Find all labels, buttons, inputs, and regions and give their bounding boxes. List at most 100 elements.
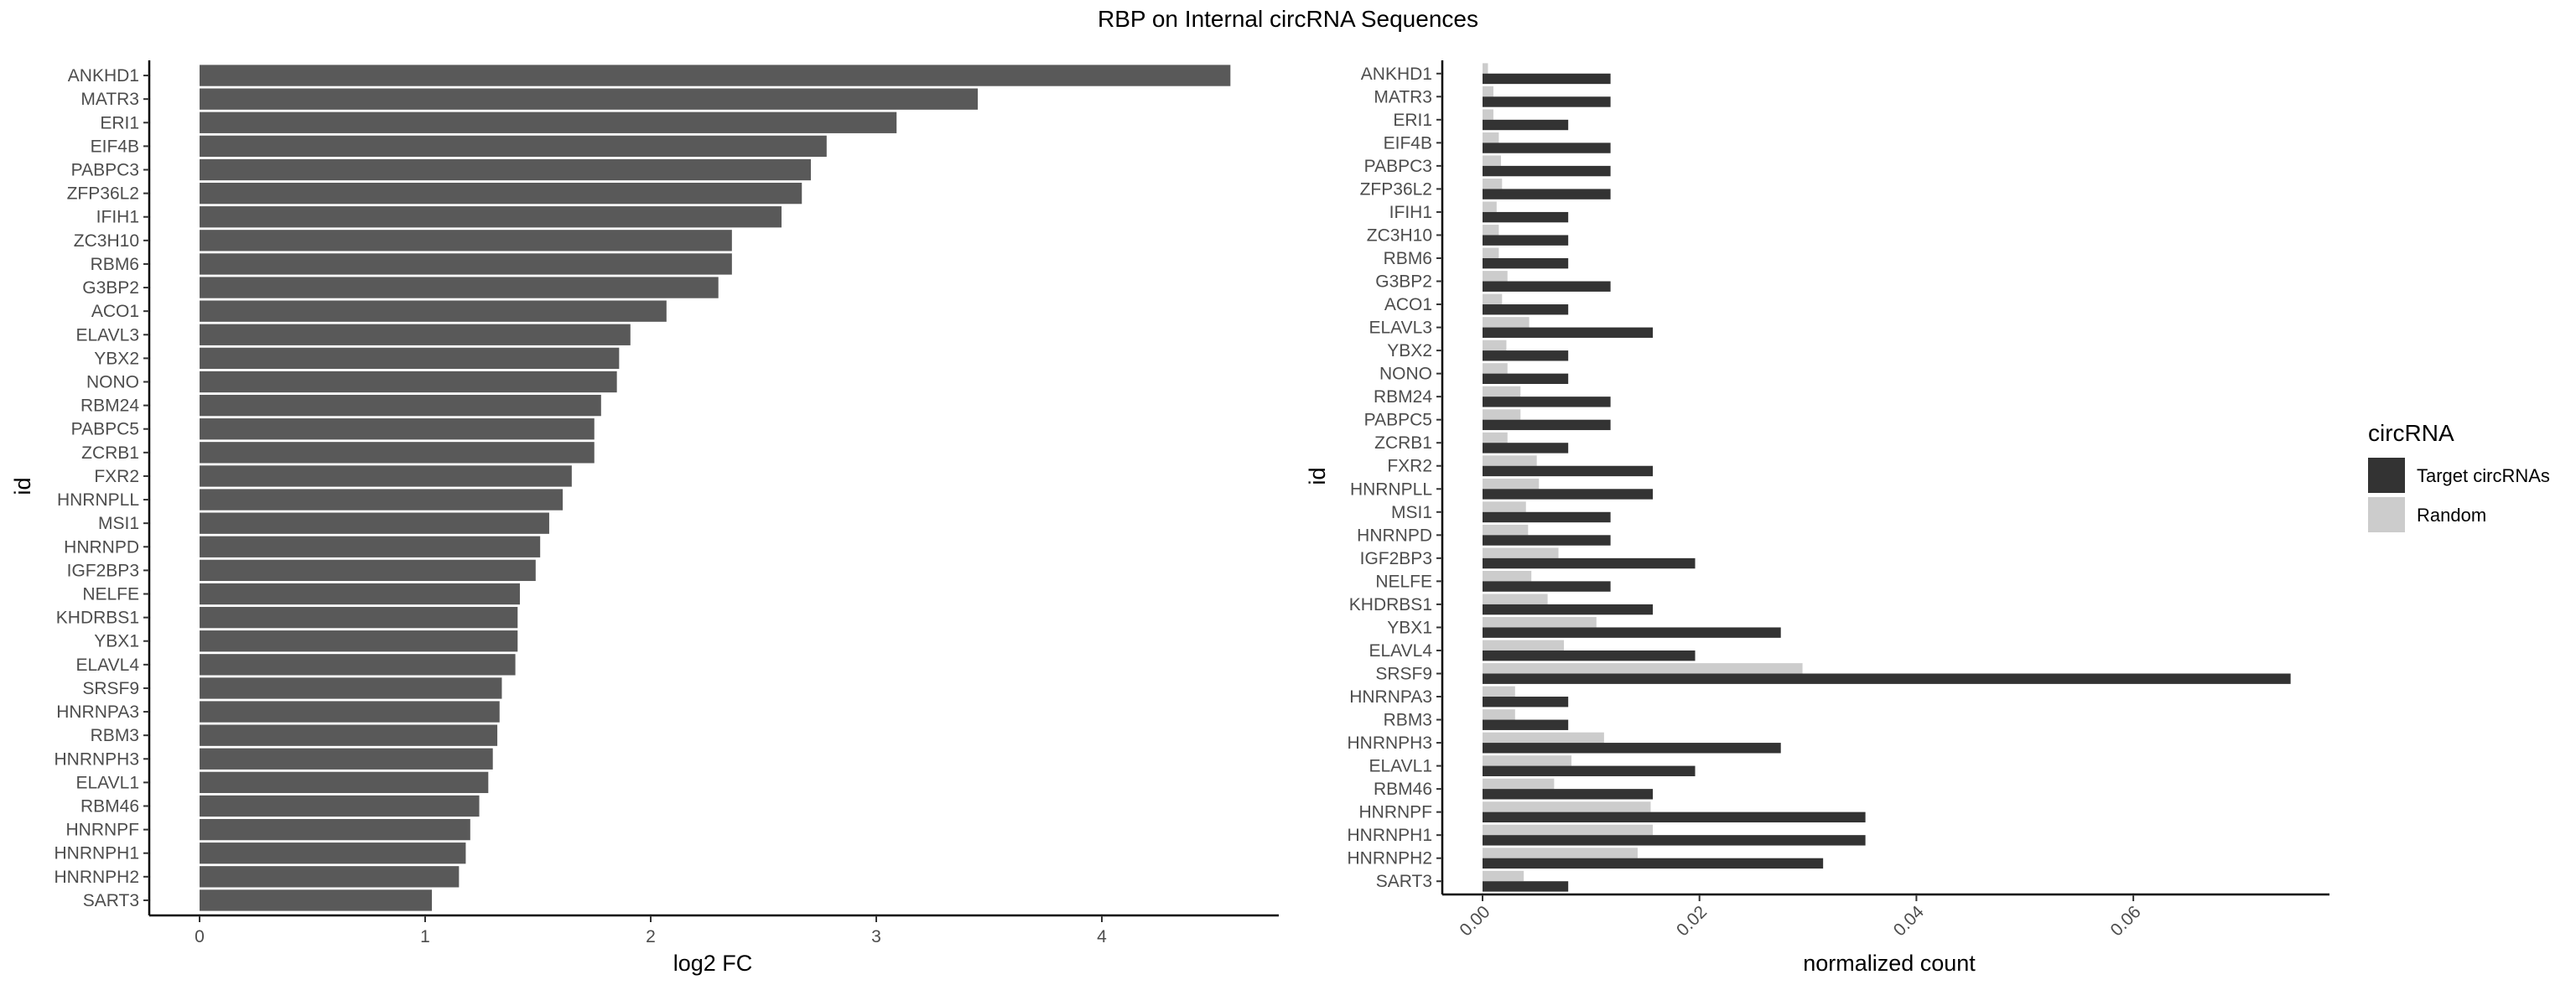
left-y-tick-label: HNRNPLL bbox=[57, 490, 139, 510]
bar-target-ybx1 bbox=[1483, 627, 1781, 638]
bar-target-rbm6 bbox=[1483, 257, 1569, 269]
bar-target-zfp36l2 bbox=[1483, 189, 1611, 200]
bar-random-msi1 bbox=[1483, 501, 1526, 512]
left-y-tick-label: RBM24 bbox=[80, 397, 139, 416]
bar-random-pabpc3 bbox=[1483, 155, 1501, 166]
legend-swatch-random bbox=[2368, 497, 2405, 532]
right-y-tick-label: ACO1 bbox=[1384, 295, 1432, 314]
normalized-count-bar-chart: normalized count id ANKHD1 MATR3 ERI1 EIF4B… bbox=[1305, 60, 2329, 976]
right-y-tick-label: MSI1 bbox=[1391, 503, 1432, 522]
right-y-tick-label: HNRNPF bbox=[1359, 803, 1433, 822]
bar-random-eri1 bbox=[1483, 109, 1493, 120]
bar-target-hnrnpd bbox=[1483, 535, 1611, 546]
bar-random-pabpc5 bbox=[1483, 409, 1521, 420]
left-y-tick-label: NONO bbox=[86, 373, 139, 392]
bar-pabpc3 bbox=[200, 158, 811, 181]
bar-matr3 bbox=[200, 88, 979, 110]
left-y-tick-label: HNRNPD bbox=[64, 537, 139, 557]
right-x-tick-label: 0.04 bbox=[1890, 902, 1928, 940]
right-y-tick-label: EIF4B bbox=[1384, 133, 1432, 153]
right-y-tick-label: NELFE bbox=[1375, 572, 1432, 591]
right-y-tick-label: HNRNPLL bbox=[1350, 480, 1432, 499]
left-y-tick-label: ZC3H10 bbox=[74, 231, 139, 251]
left-y-tick-label: ELAVL1 bbox=[76, 773, 140, 792]
bar-hnrnpll bbox=[200, 489, 564, 511]
right-y-tick-label: MATR3 bbox=[1374, 87, 1432, 106]
bar-hnrnpd bbox=[200, 536, 541, 557]
right-y-tick-label: PABPC3 bbox=[1364, 157, 1432, 176]
bar-target-zc3h10 bbox=[1483, 235, 1569, 246]
bar-target-hnrnph3 bbox=[1483, 743, 1781, 754]
bar-rbm24 bbox=[200, 394, 601, 417]
legend-title: circRNA bbox=[2368, 420, 2454, 446]
bar-random-ankhd1 bbox=[1483, 63, 1488, 74]
bar-target-ankhd1 bbox=[1483, 73, 1611, 85]
left-y-tick-label: MSI1 bbox=[98, 514, 139, 533]
right-y-tick-label: NONO bbox=[1379, 365, 1432, 384]
bar-ybx1 bbox=[200, 630, 518, 652]
bar-random-aco1 bbox=[1483, 293, 1503, 305]
bar-srsf9 bbox=[200, 677, 502, 699]
right-y-tick-label: HNRNPA3 bbox=[1349, 687, 1432, 707]
bar-random-ybx2 bbox=[1483, 340, 1507, 351]
right-y-tick-label: YBX2 bbox=[1387, 341, 1432, 360]
left-y-tick-label: EIF4B bbox=[91, 137, 139, 156]
bar-random-nono bbox=[1483, 363, 1508, 374]
right-y-tick-label: ANKHD1 bbox=[1361, 65, 1432, 84]
bar-random-zcrb1 bbox=[1483, 432, 1508, 443]
right-y-tick-label: ELAVL4 bbox=[1369, 641, 1433, 661]
bar-pabpc5 bbox=[200, 418, 595, 440]
left-y-tick-label: SRSF9 bbox=[82, 679, 139, 698]
bar-random-zc3h10 bbox=[1483, 225, 1499, 236]
bar-nelfe bbox=[200, 583, 520, 605]
bar-target-zcrb1 bbox=[1483, 443, 1569, 454]
right-y-tick-label: ZC3H10 bbox=[1367, 226, 1432, 245]
left-y-tick-label: HNRNPH1 bbox=[54, 844, 139, 863]
bar-target-nelfe bbox=[1483, 581, 1611, 592]
left-y-tick-label: YBX1 bbox=[94, 632, 139, 651]
bar-random-hnrnph1 bbox=[1483, 824, 1654, 836]
right-y-tick-label: HNRNPH2 bbox=[1347, 849, 1432, 868]
bar-random-hnrnpll bbox=[1483, 478, 1540, 490]
left-y-tick-label: ERI1 bbox=[100, 113, 139, 132]
bar-eri1 bbox=[200, 111, 897, 133]
bar-random-hnrnph2 bbox=[1483, 848, 1638, 858]
bar-random-elavl3 bbox=[1483, 317, 1530, 328]
bar-target-igf2bp3 bbox=[1483, 557, 1696, 569]
right-y-tick-label: ZFP36L2 bbox=[1360, 179, 1432, 199]
left-y-tick-label: HNRNPH3 bbox=[54, 749, 139, 769]
right-x-axis-title: normalized count bbox=[1803, 951, 1976, 976]
figure-title: RBP on Internal circRNA Sequences bbox=[1098, 6, 1478, 32]
bar-sart3 bbox=[200, 889, 433, 911]
bar-target-srsf9 bbox=[1483, 673, 2291, 684]
bar-msi1 bbox=[200, 512, 549, 534]
right-y-tick-label: SRSF9 bbox=[1375, 664, 1432, 683]
left-y-tick-label: HNRNPA3 bbox=[56, 702, 139, 722]
bar-random-rbm6 bbox=[1483, 247, 1499, 258]
bar-hnrnpa3 bbox=[200, 701, 500, 723]
bar-target-hnrnpf bbox=[1483, 811, 1866, 823]
right-y-tick-label: IGF2BP3 bbox=[1360, 549, 1432, 568]
right-y-tick-label: ELAVL3 bbox=[1369, 319, 1433, 338]
bar-target-g3bp2 bbox=[1483, 281, 1611, 292]
left-x-tick-label: 4 bbox=[1097, 927, 1107, 946]
left-y-tick-label: ACO1 bbox=[91, 302, 139, 321]
bar-target-sart3 bbox=[1483, 881, 1569, 892]
bar-random-rbm24 bbox=[1483, 386, 1521, 397]
bar-fxr2 bbox=[200, 465, 572, 487]
left-y-tick-label: PABPC3 bbox=[71, 161, 139, 180]
left-x-axis-title: log2 FC bbox=[673, 951, 753, 976]
bar-elavl1 bbox=[200, 771, 489, 794]
bar-ybx2 bbox=[200, 347, 620, 370]
left-y-tick-label: G3BP2 bbox=[82, 278, 139, 298]
right-y-tick-label: RBM6 bbox=[1384, 249, 1432, 268]
bar-hnrnph1 bbox=[200, 842, 466, 864]
left-y-tick-label: PABPC5 bbox=[71, 420, 139, 439]
right-y-tick-label: IFIH1 bbox=[1389, 203, 1432, 222]
bar-random-nelfe bbox=[1483, 570, 1532, 582]
bar-random-hnrnpf bbox=[1483, 801, 1651, 812]
bar-target-elavl3 bbox=[1483, 327, 1654, 338]
bar-hnrnph3 bbox=[200, 748, 493, 770]
right-y-tick-label: YBX1 bbox=[1387, 618, 1432, 637]
bar-zcrb1 bbox=[200, 442, 595, 464]
